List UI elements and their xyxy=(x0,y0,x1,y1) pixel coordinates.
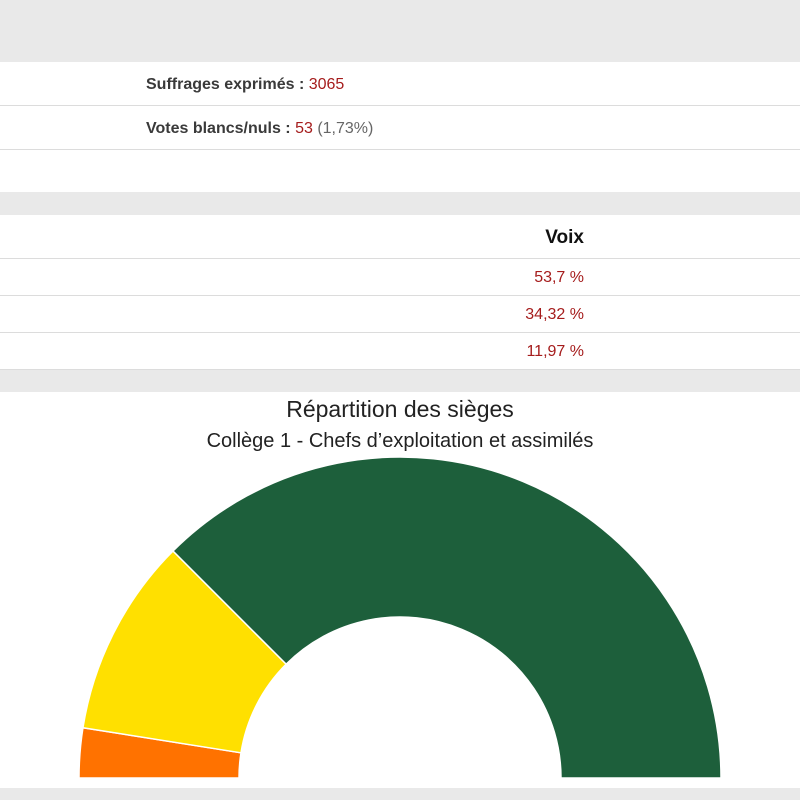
blancs-label: Votes blancs/nuls : xyxy=(146,120,291,137)
suffrages-row: Suffrages exprimés : 3065 xyxy=(0,62,800,106)
stats-panel: Suffrages exprimés : 3065 Votes blancs/n… xyxy=(0,62,800,192)
blancs-percent: (1,73%) xyxy=(317,120,374,137)
seat-slice-2[interactable] xyxy=(172,456,722,779)
voix-value: 34,32 % xyxy=(525,306,584,323)
results-header-row: Voix xyxy=(0,215,800,259)
suffrages-label: Suffrages exprimés : xyxy=(146,76,305,93)
voix-value: 11,97 % xyxy=(526,343,584,360)
blancs-row: Votes blancs/nuls : 53 (1,73%) xyxy=(0,106,800,150)
results-row: 53,7 % xyxy=(0,259,800,296)
chart-subtitle: Collège 1 - Chefs d’exploitation et assi… xyxy=(206,430,594,452)
seat-chart xyxy=(78,456,722,779)
results-row: 34,32 % xyxy=(0,296,800,333)
voix-header: Voix xyxy=(545,227,584,248)
chart-panel: Répartition des sièges Collège 1 - Chefs… xyxy=(0,392,800,788)
voix-value: 53,7 % xyxy=(534,269,584,286)
blancs-value: 53 xyxy=(295,120,313,137)
results-row: 11,97 % xyxy=(0,333,800,370)
results-table: Voix 53,7 % 34,32 % 11,97 % xyxy=(0,215,800,370)
suffrages-value: 3065 xyxy=(308,76,345,93)
chart-title: Répartition des sièges xyxy=(286,396,514,422)
